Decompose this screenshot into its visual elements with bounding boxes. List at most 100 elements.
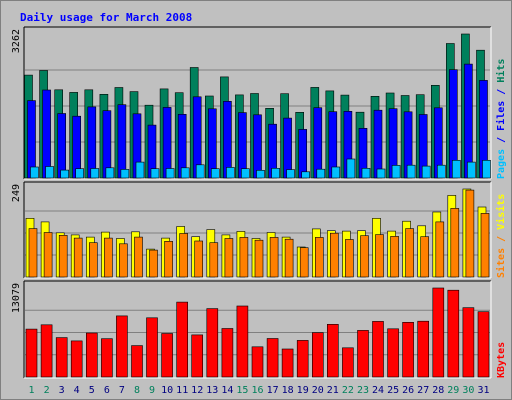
bar-kbytes-day-2 xyxy=(40,324,53,378)
bar-sites-day-22 xyxy=(345,239,354,278)
bar-kbytes-day-12 xyxy=(191,334,203,378)
bar-sites-day-23 xyxy=(360,235,369,278)
bar-kbytes-day-4 xyxy=(70,340,83,378)
bar-sites-day-2 xyxy=(43,232,53,278)
bar-kbytes-day-9 xyxy=(146,317,158,378)
y-max-label: 249 xyxy=(11,184,22,202)
bar-files-day-2 xyxy=(42,89,51,179)
bar-files-day-24 xyxy=(373,109,383,179)
x-tick-label: 25 xyxy=(387,385,399,396)
x-tick-label: 12 xyxy=(191,385,203,396)
bar-pages-day-5 xyxy=(90,168,100,179)
panel-kbytes: 13079 KBytes xyxy=(11,280,507,379)
bar-kbytes-day-6 xyxy=(101,338,113,378)
bar-files-day-14 xyxy=(223,101,232,179)
bar-kbytes-day-20 xyxy=(311,332,324,378)
bar-pages-day-21 xyxy=(331,166,341,179)
bar-kbytes-day-21 xyxy=(326,323,339,378)
y-max-label: 3262 xyxy=(11,29,22,53)
bar-kbytes-day-5 xyxy=(86,332,98,378)
panel-hits-files-pages: 3262 Pages / Files / Hits xyxy=(11,26,507,180)
bar-files-day-15 xyxy=(238,112,247,179)
panel-visits-sites: 249 Sites / Visits xyxy=(11,181,507,279)
x-tick-label: 3 xyxy=(59,385,65,396)
bar-sites-day-12 xyxy=(194,240,203,278)
bar-files-day-10 xyxy=(162,107,172,179)
bar-pages-day-1 xyxy=(30,166,39,179)
bar-pages-day-2 xyxy=(45,166,54,179)
bar-pages-day-23 xyxy=(361,168,371,179)
x-tick-label: 7 xyxy=(119,385,125,396)
legend-entry: Hits xyxy=(495,59,507,89)
bar-pages-day-7 xyxy=(120,169,130,179)
bar-pages-day-13 xyxy=(211,168,220,179)
bar-sites-day-17 xyxy=(269,237,279,278)
bar-files-day-30 xyxy=(464,63,473,179)
x-tick-label: 29 xyxy=(447,385,459,396)
bar-pages-day-18 xyxy=(286,169,295,179)
bar-pages-day-10 xyxy=(165,168,175,179)
x-tick-label: 20 xyxy=(312,385,324,396)
bar-pages-day-27 xyxy=(421,165,431,179)
x-tick-label: 30 xyxy=(462,385,474,396)
x-tick-label: 13 xyxy=(206,385,218,396)
legend-kbytes: KBytes xyxy=(496,342,507,378)
bar-kbytes-day-15 xyxy=(236,305,249,378)
x-tick-label: 19 xyxy=(297,385,309,396)
bar-kbytes-day-30 xyxy=(462,307,475,378)
y-max-label: 13079 xyxy=(11,283,22,313)
legend-entry: / xyxy=(496,89,507,101)
x-axis-labels: 1 2 3 4 5 6 7 8 9 10 11 12 13 14 15 16 17 18 19 20 21 22 23 24 2… xyxy=(28,385,489,396)
x-tick-label: 24 xyxy=(372,385,384,396)
bar-sites-day-5 xyxy=(89,242,98,278)
bar-sites-day-6 xyxy=(104,237,113,278)
bar-kbytes-day-22 xyxy=(342,347,354,378)
bar-files-day-5 xyxy=(87,106,97,179)
x-tick-label: 27 xyxy=(417,385,429,396)
bar-pages-day-25 xyxy=(391,165,401,179)
bar-kbytes-day-17 xyxy=(266,338,279,378)
bar-kbytes-day-23 xyxy=(357,330,369,378)
bar-files-day-1 xyxy=(27,100,36,179)
bar-sites-day-15 xyxy=(239,237,249,278)
bar-sites-day-26 xyxy=(405,228,414,278)
bar-kbytes-day-26 xyxy=(402,321,414,378)
bar-pages-day-11 xyxy=(180,167,190,179)
bar-pages-day-9 xyxy=(150,168,160,179)
bar-sites-day-28 xyxy=(435,221,445,278)
bar-sites-day-1 xyxy=(28,228,38,278)
x-tick-label: 10 xyxy=(161,385,173,396)
bar-pages-day-12 xyxy=(195,164,205,179)
bar-pages-day-30 xyxy=(467,161,476,179)
bar-kbytes-day-14 xyxy=(221,328,234,378)
x-tick-label: 16 xyxy=(251,385,263,396)
bar-pages-day-26 xyxy=(406,164,416,179)
bar-pages-day-29 xyxy=(451,160,461,179)
bar-sites-day-24 xyxy=(375,234,384,278)
bar-sites-day-9 xyxy=(149,249,158,278)
legend-entry: Visits xyxy=(495,194,507,236)
bar-sites-day-13 xyxy=(209,242,219,278)
bar-sites-day-20 xyxy=(314,237,324,278)
bar-pages-day-15 xyxy=(241,168,250,179)
bar-kbytes-day-24 xyxy=(372,321,384,378)
bar-kbytes-day-25 xyxy=(387,328,399,378)
bar-sites-day-3 xyxy=(58,235,68,278)
bar-pages-day-17 xyxy=(271,168,280,179)
bar-kbytes-day-28 xyxy=(432,287,445,378)
x-tick-label: 11 xyxy=(176,385,188,396)
bar-pages-day-16 xyxy=(256,170,265,179)
bar-sites-day-16 xyxy=(254,239,264,278)
x-tick-label: 21 xyxy=(327,385,339,396)
x-tick-label: 8 xyxy=(134,385,140,396)
bar-pages-day-4 xyxy=(75,168,84,179)
legend-entry: / xyxy=(496,236,507,248)
bar-pages-day-8 xyxy=(135,161,145,179)
x-tick-label: 31 xyxy=(477,385,489,396)
x-tick-label: 9 xyxy=(149,385,155,396)
x-tick-label: 2 xyxy=(44,385,50,396)
bar-files-day-16 xyxy=(253,114,262,179)
bar-sites-day-30 xyxy=(465,189,475,278)
x-tick-label: 26 xyxy=(402,385,414,396)
